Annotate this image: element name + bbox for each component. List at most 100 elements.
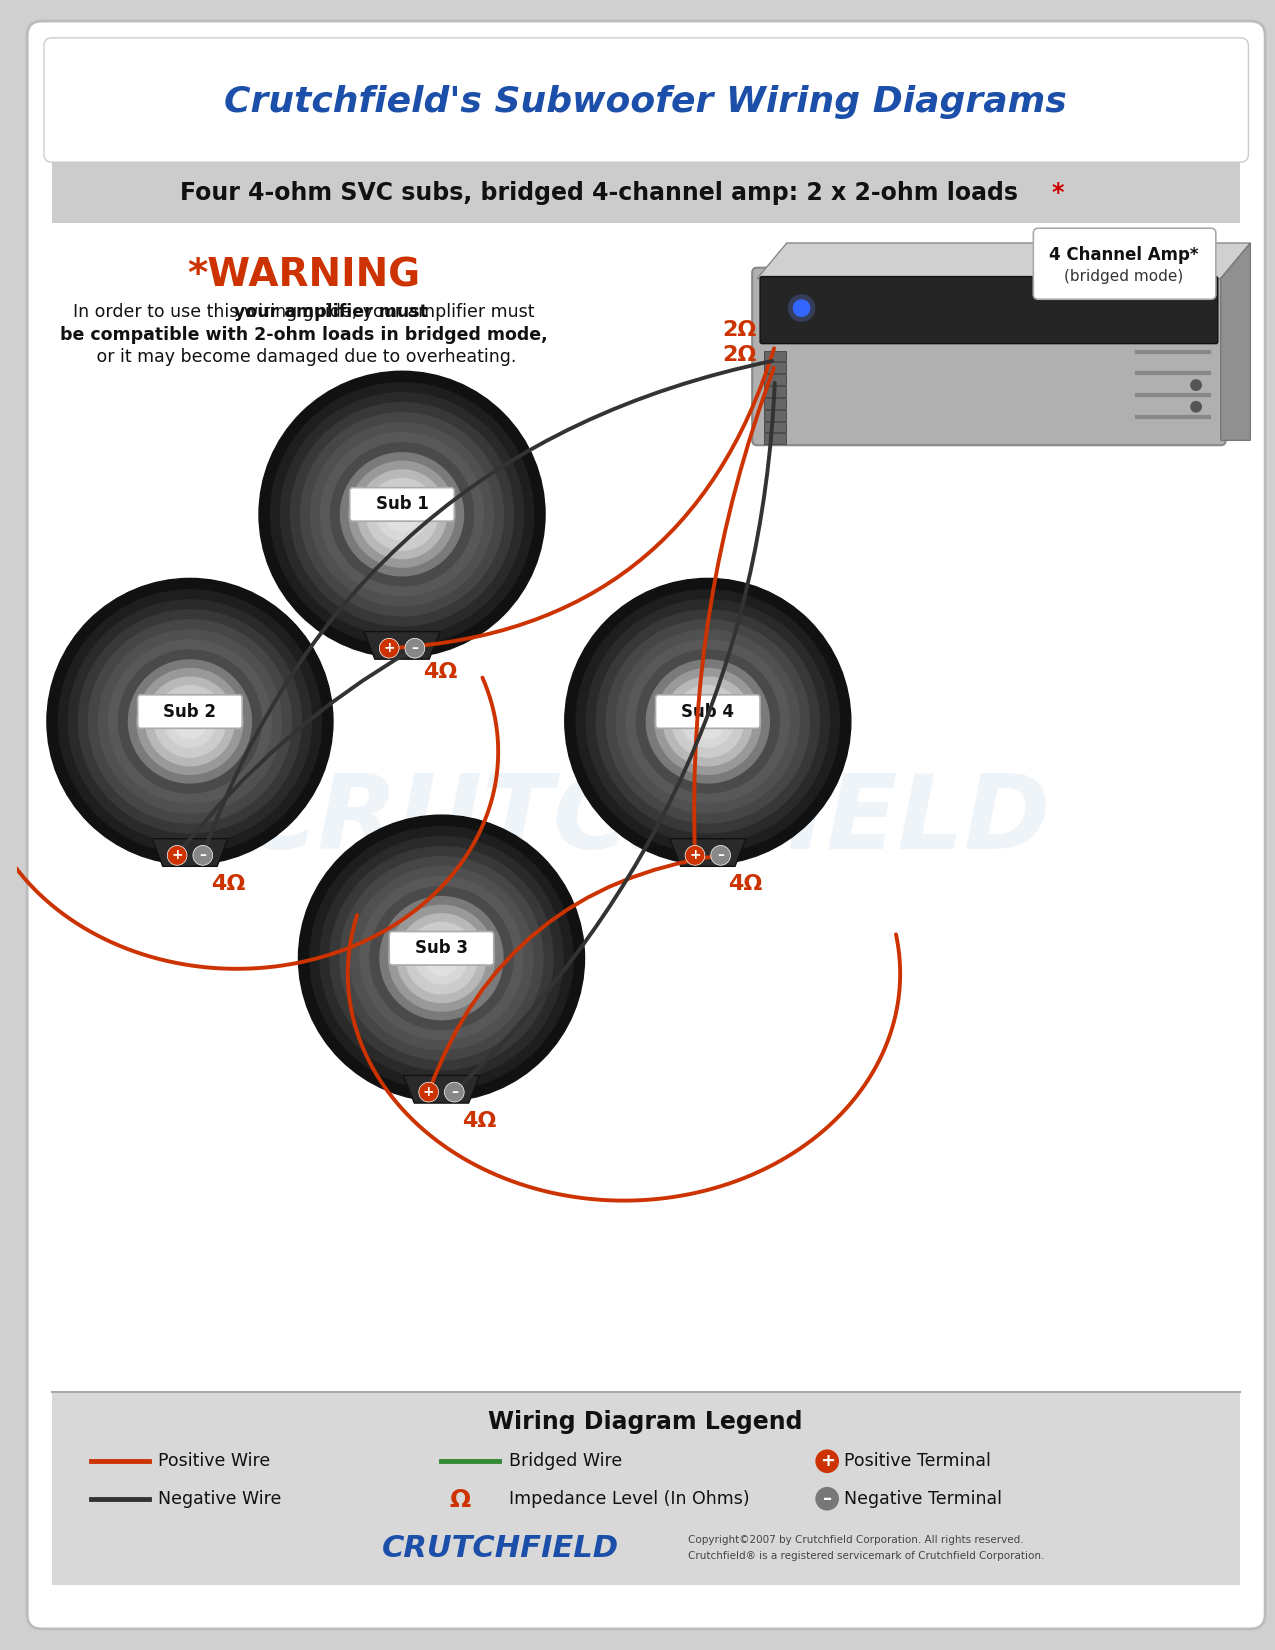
Circle shape [298, 815, 584, 1101]
Text: 4Ω: 4Ω [463, 1110, 496, 1130]
Text: In order to use this wiring guide, your amplifier must: In order to use this wiring guide, your … [73, 304, 534, 322]
FancyBboxPatch shape [764, 375, 785, 384]
Circle shape [167, 845, 187, 865]
Text: Bridged Wire: Bridged Wire [509, 1452, 622, 1470]
Circle shape [280, 393, 524, 635]
Circle shape [597, 610, 820, 833]
Text: 2Ω: 2Ω [723, 320, 757, 340]
Circle shape [360, 876, 523, 1040]
Text: CRUTCHFIELD: CRUTCHFIELD [241, 769, 1051, 871]
Circle shape [340, 452, 464, 576]
FancyBboxPatch shape [764, 421, 785, 432]
Circle shape [626, 640, 789, 804]
Circle shape [380, 896, 502, 1020]
Circle shape [69, 601, 311, 843]
Text: Impedance Level (In Ohms): Impedance Level (In Ohms) [509, 1490, 750, 1508]
Circle shape [380, 639, 399, 658]
Text: Ω: Ω [449, 1488, 470, 1511]
FancyBboxPatch shape [764, 350, 785, 361]
Circle shape [88, 620, 292, 823]
Circle shape [98, 630, 282, 813]
Circle shape [646, 660, 769, 784]
Text: 4 Channel Amp*: 4 Channel Amp* [1049, 246, 1198, 264]
Circle shape [145, 676, 235, 766]
Text: Crutchfield® is a registered servicemark of Crutchfield Corporation.: Crutchfield® is a registered servicemark… [688, 1551, 1044, 1561]
Circle shape [259, 371, 544, 657]
Text: –: – [451, 1086, 458, 1099]
Circle shape [129, 660, 251, 784]
FancyBboxPatch shape [349, 488, 454, 521]
Circle shape [291, 403, 514, 625]
Text: 4Ω: 4Ω [423, 662, 458, 681]
Circle shape [311, 422, 493, 606]
Circle shape [320, 837, 564, 1079]
Circle shape [416, 932, 467, 983]
Text: (bridged mode): (bridged mode) [1065, 269, 1183, 284]
Circle shape [193, 845, 213, 865]
FancyBboxPatch shape [760, 277, 1218, 343]
Circle shape [119, 650, 261, 794]
Bar [52, 162, 1241, 223]
Circle shape [663, 676, 752, 766]
Circle shape [682, 696, 733, 747]
Circle shape [815, 1487, 839, 1510]
Text: or it may become damaged due to overheating.: or it may become damaged due to overheat… [91, 348, 516, 366]
Circle shape [270, 383, 534, 645]
Circle shape [586, 601, 830, 843]
Circle shape [425, 940, 459, 975]
FancyBboxPatch shape [138, 695, 242, 728]
Text: +: + [171, 848, 182, 863]
Circle shape [655, 668, 761, 774]
Circle shape [405, 922, 477, 993]
Circle shape [340, 856, 543, 1059]
Text: Copyright©2007 by Crutchfield Corporation. All rights reserved.: Copyright©2007 by Crutchfield Corporatio… [688, 1534, 1024, 1544]
Circle shape [310, 827, 572, 1089]
Text: +: + [690, 848, 701, 863]
Circle shape [710, 845, 731, 865]
Text: *WARNING: *WARNING [187, 256, 419, 295]
FancyBboxPatch shape [764, 409, 785, 421]
Text: 2Ω: 2Ω [723, 345, 757, 365]
Circle shape [389, 906, 495, 1011]
FancyBboxPatch shape [43, 38, 1248, 162]
Circle shape [370, 886, 513, 1030]
Text: –: – [199, 848, 207, 863]
Circle shape [793, 299, 811, 317]
Circle shape [815, 1449, 839, 1473]
Circle shape [47, 579, 333, 865]
Circle shape [78, 610, 301, 833]
Circle shape [636, 650, 779, 794]
FancyBboxPatch shape [764, 434, 785, 444]
FancyBboxPatch shape [764, 386, 785, 398]
Text: Crutchfield's Subwoofer Wiring Diagrams: Crutchfield's Subwoofer Wiring Diagrams [224, 84, 1067, 119]
Text: –: – [822, 1490, 831, 1508]
Circle shape [672, 686, 743, 757]
Circle shape [349, 866, 533, 1049]
Circle shape [691, 705, 725, 739]
Circle shape [358, 470, 446, 559]
Text: +: + [384, 642, 395, 655]
Text: Wiring Diagram Legend: Wiring Diagram Legend [488, 1409, 803, 1434]
Circle shape [376, 488, 428, 540]
Circle shape [418, 1082, 439, 1102]
FancyBboxPatch shape [764, 398, 785, 409]
Text: Positive Wire: Positive Wire [158, 1452, 270, 1470]
Circle shape [349, 462, 455, 568]
Circle shape [330, 846, 553, 1069]
Text: +: + [820, 1452, 835, 1470]
Circle shape [565, 579, 850, 865]
Circle shape [330, 442, 473, 586]
Circle shape [405, 639, 425, 658]
Circle shape [164, 696, 215, 747]
Circle shape [301, 412, 504, 615]
Circle shape [1190, 401, 1202, 412]
Text: –: – [412, 642, 418, 655]
Text: Sub 3: Sub 3 [414, 939, 468, 957]
Text: *: * [1051, 182, 1063, 205]
FancyBboxPatch shape [764, 363, 785, 373]
Text: your amplifier must: your amplifier must [235, 304, 428, 322]
Circle shape [1190, 380, 1202, 391]
Circle shape [397, 914, 486, 1003]
Polygon shape [403, 1076, 479, 1104]
Circle shape [445, 1082, 464, 1102]
